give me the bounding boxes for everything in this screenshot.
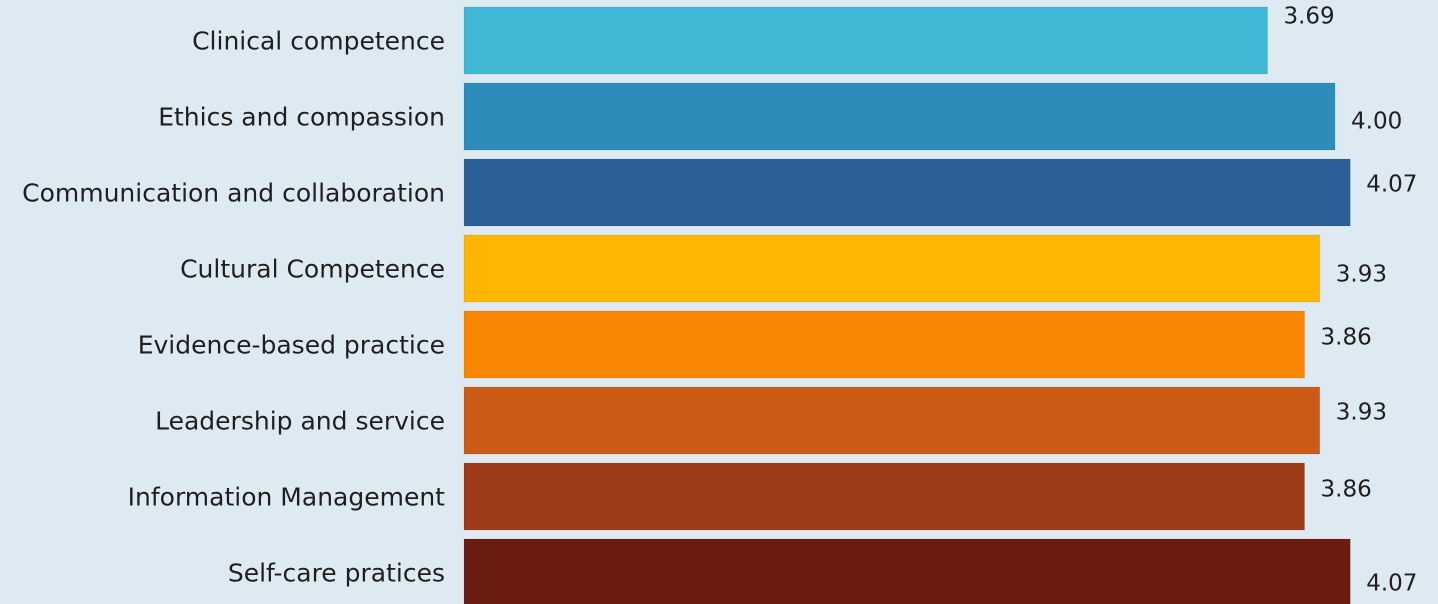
value-label-2: 4.07 [1366,172,1417,198]
category-label-5: Leadership and service [155,407,445,436]
value-label-4: 3.86 [1321,325,1372,351]
value-label-6: 3.86 [1321,477,1372,503]
bar-5 [463,386,1321,455]
value-label-0: 3.69 [1283,4,1334,30]
category-label-2: Communication and collaboration [22,179,445,208]
bar-0 [463,6,1268,75]
category-label-3: Cultural Competence [180,255,445,284]
category-label-7: Self-care pratices [228,559,445,588]
value-label-1: 4.00 [1351,109,1402,135]
category-label-1: Ethics and compassion [158,103,445,132]
value-label-7: 4.07 [1366,571,1417,597]
value-label-5: 3.93 [1336,400,1387,426]
bar-6 [463,462,1306,531]
category-label-6: Information Management [128,483,446,512]
bar-4 [463,310,1306,379]
bar-3 [463,234,1321,303]
value-label-3: 3.93 [1336,262,1387,288]
bar-1 [463,82,1336,151]
category-label-4: Evidence-based practice [138,331,445,360]
category-label-0: Clinical competence [192,27,445,56]
bar-7 [463,538,1351,604]
bar-2 [463,158,1351,227]
